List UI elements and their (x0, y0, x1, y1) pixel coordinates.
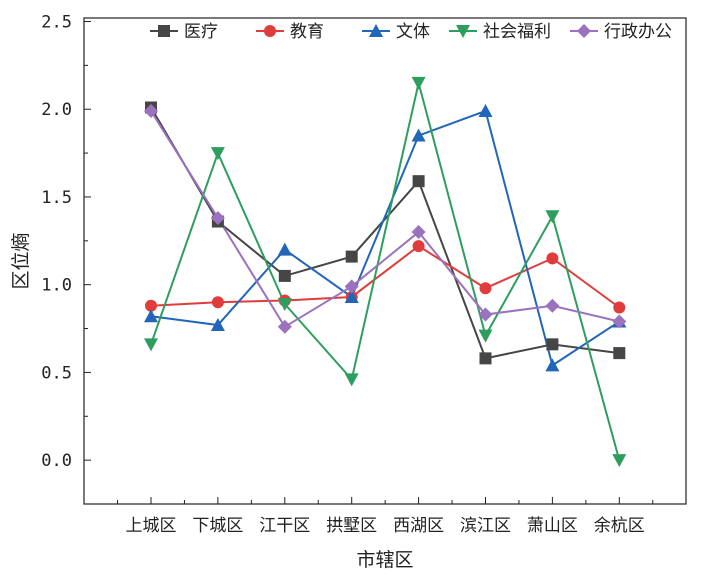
data-point (479, 282, 492, 295)
data-point (546, 338, 559, 351)
data-point (210, 147, 225, 161)
data-point (612, 454, 627, 468)
data-point (411, 225, 426, 240)
legend-label: 教育 (290, 22, 324, 42)
data-point (545, 298, 560, 313)
data-point (278, 269, 291, 282)
x-axis-label: 市辖区 (356, 549, 413, 571)
series-line (150, 244, 620, 309)
data-point (479, 352, 492, 365)
series-line (150, 106, 620, 360)
data-point (345, 250, 358, 263)
data-point (344, 279, 359, 294)
legend-marker (456, 25, 470, 38)
data-point (210, 318, 225, 332)
x-tick-label: 江干区 (259, 516, 310, 536)
x-tick-label: 拱墅区 (326, 516, 377, 536)
data-point (144, 309, 158, 323)
legend-label: 文体 (396, 22, 430, 42)
x-tick-label: 滨江区 (460, 516, 511, 536)
y-tick-label: 2.0 (41, 100, 72, 120)
legend-marker (369, 24, 383, 37)
data-point (210, 211, 225, 226)
data-point (144, 103, 158, 118)
data-point (612, 314, 627, 329)
y-tick-label: 0.5 (41, 363, 72, 383)
data-point (411, 128, 426, 142)
data-point (412, 175, 425, 188)
data-point (545, 358, 560, 372)
data-point (613, 347, 626, 360)
legend-label: 医疗 (184, 22, 218, 42)
y-tick-label: 0.0 (41, 451, 72, 471)
series-line (150, 82, 621, 461)
x-tick-label: 西湖区 (393, 516, 444, 536)
data-point (344, 373, 359, 387)
data-point (277, 319, 292, 334)
data-point (344, 289, 359, 303)
data-point (478, 329, 493, 343)
y-axis-label: 区位熵 (10, 232, 32, 289)
plot-frame (83, 17, 687, 505)
data-point (478, 307, 493, 322)
legend-label: 社会福利 (483, 22, 551, 42)
data-point (412, 240, 425, 253)
legend-label: 行政办公 (604, 22, 672, 42)
data-point (277, 242, 292, 256)
x-tick-label: 下城区 (192, 516, 243, 536)
data-point (145, 299, 157, 312)
data-point (546, 252, 559, 265)
x-tick-label: 上城区 (126, 516, 177, 536)
data-point (277, 297, 292, 311)
series-line (150, 110, 620, 329)
y-tick-label: 2.5 (41, 13, 72, 33)
data-point (613, 301, 626, 314)
data-point (211, 296, 224, 309)
x-tick-label: 余杭区 (594, 516, 645, 536)
data-point (478, 103, 493, 117)
y-tick-label: 1.0 (41, 276, 72, 296)
data-point (411, 76, 426, 90)
data-point (545, 210, 560, 224)
data-point (144, 338, 158, 352)
legend-marker (264, 25, 276, 37)
y-tick-label: 1.5 (41, 188, 72, 208)
legend-marker (158, 25, 170, 37)
series-line (150, 109, 620, 367)
legend-marker (577, 24, 591, 38)
x-tick-label: 萧山区 (527, 516, 578, 536)
